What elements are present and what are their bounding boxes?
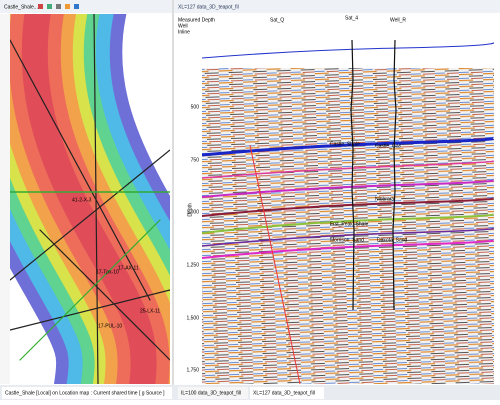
well-label[interactable]: 25-LX-11 [140,308,160,314]
well-label[interactable]: 17-Tpx-10 [96,269,119,275]
horizon-label: Castle_Shale [330,141,360,147]
well-name: Well_R [390,17,406,23]
tick-label: 1,750 [186,367,199,373]
tab-label[interactable]: XL=127 data_3D_teapot_fill [253,390,315,396]
tool-icon[interactable] [65,4,70,9]
tab[interactable] [250,387,324,399]
tab-label[interactable]: IL=100 data_3D_teapot_fill [181,390,241,396]
contour-map [10,14,170,384]
well-label[interactable]: 41-2-X-3 [72,197,92,203]
tick-label: 1,500 [186,315,199,321]
header-label: Well [178,23,188,29]
horizon-label: Dakota_Sand [377,237,408,243]
tick-label: 500 [191,104,200,110]
tick-label: 1,250 [186,262,199,268]
well-name: Sat_Q [270,17,284,23]
tool-icon[interactable] [38,4,43,9]
horizon-label: Morrison_Sand [330,237,364,243]
axis-label: Depth [187,203,193,217]
tool-icon[interactable] [47,4,52,9]
right-toolbar [174,0,500,13]
horizon-label: Niobrara [375,196,394,202]
depth-axis: Depth 500 750 1,000 1,250 1,500 1,750 [186,104,199,373]
tool-icon[interactable] [74,4,79,9]
ruler [0,14,10,384]
horizon-labels: Castle_Shale Castle_Gas Niobrara Frst_Pe… [330,141,408,243]
tab-label[interactable]: Castle_Shale [Local] on Location map : C… [5,390,165,396]
well-label[interactable]: 17-PUL-10 [98,323,122,329]
tab[interactable] [2,387,172,399]
tab[interactable] [178,387,248,399]
tick-label: 750 [191,157,200,163]
well-name: Sat_4 [345,15,358,21]
header-label: Measured Depth [178,17,215,23]
header-label: Inline [178,29,190,35]
horizon-label: Frst_Peak_Shale [330,221,369,227]
well-label[interactable]: 17-AX-11 [118,265,139,271]
tick-label: 1,000 [186,209,199,215]
horizon-label: Castle_Gas [375,143,402,149]
toolbar-icons [38,4,79,9]
right-title[interactable]: XL=127 data_3D_teapot_fil [178,4,239,10]
left-title[interactable]: Castle_Shale... [4,4,38,10]
well-labels: 41-2-X-3 17-AX-11 17-Tpx-10 25-LX-11 17-… [72,197,160,329]
left-toolbar [0,0,172,13]
horizons [202,38,494,384]
tool-icon[interactable] [56,4,61,9]
